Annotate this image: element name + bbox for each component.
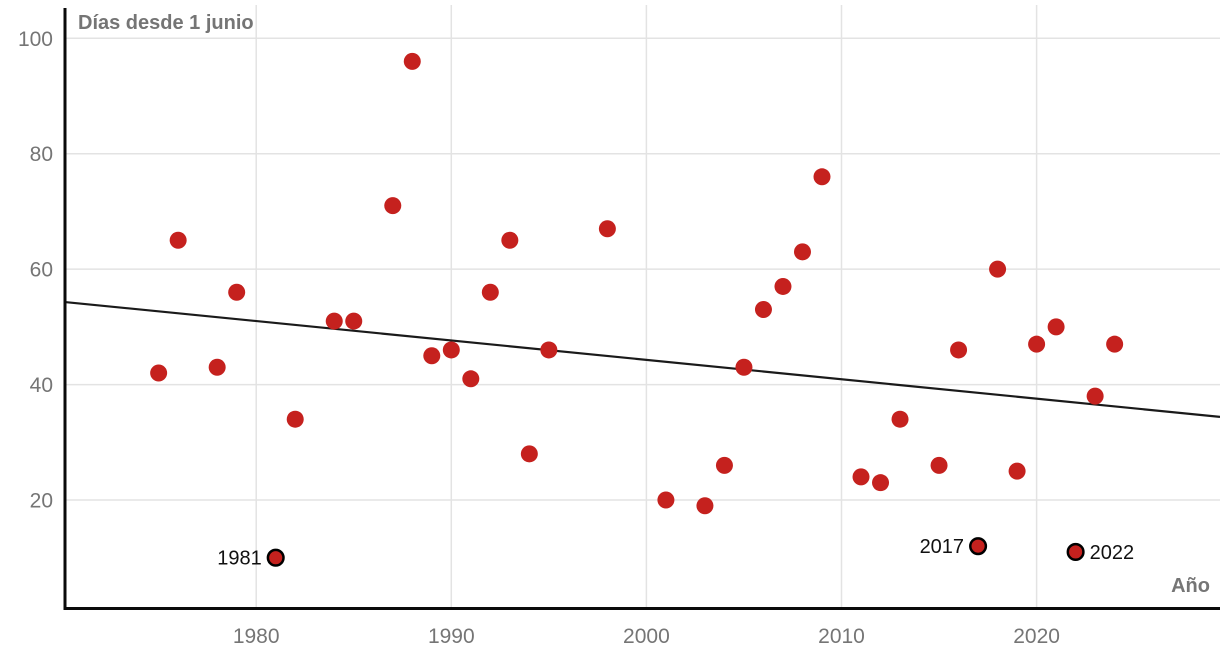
y-tick-label: 80 — [30, 143, 53, 166]
data-point — [598, 220, 616, 238]
data-point — [1008, 462, 1026, 480]
data-point — [891, 410, 909, 428]
data-point — [540, 341, 558, 359]
labeled-data-point — [969, 537, 988, 556]
data-point — [520, 445, 538, 463]
data-point — [950, 341, 968, 359]
data-point — [852, 468, 870, 486]
data-point — [345, 312, 363, 330]
x-tick-label: 2000 — [623, 625, 670, 648]
data-point — [150, 364, 168, 382]
data-point — [403, 52, 421, 70]
data-point — [423, 347, 441, 365]
axes — [63, 8, 1220, 610]
data-point — [1106, 335, 1124, 353]
y-tick-label: 60 — [30, 259, 53, 282]
x-tick-label: 2010 — [818, 625, 865, 648]
data-point — [208, 358, 226, 376]
data-points — [150, 52, 1124, 567]
data-point — [715, 456, 733, 474]
data-point — [696, 497, 714, 515]
annotations: 1981 2017 2022 — [217, 536, 1134, 570]
data-point — [1047, 318, 1065, 336]
point-year-label: 2022 — [1090, 542, 1135, 564]
point-year-label: 1981 — [217, 548, 262, 570]
data-point — [793, 243, 811, 261]
point-year-label: 2017 — [920, 536, 965, 558]
data-point — [384, 197, 402, 215]
data-point — [501, 231, 519, 249]
data-point — [735, 358, 753, 376]
data-point — [462, 370, 480, 388]
data-point — [286, 410, 304, 428]
data-point — [754, 301, 772, 319]
data-point — [481, 283, 499, 301]
x-tick-label: 1980 — [233, 625, 280, 648]
x-tick-label: 2020 — [1013, 625, 1060, 648]
data-point — [228, 283, 246, 301]
x-axis-title: Año — [1171, 575, 1210, 597]
gridlines — [65, 5, 1220, 609]
data-point — [1028, 335, 1046, 353]
data-point — [442, 341, 460, 359]
data-point — [169, 231, 187, 249]
y-tick-label: 40 — [30, 374, 53, 397]
y-axis-title: Días desde 1 junio — [78, 12, 254, 34]
data-point — [774, 277, 792, 295]
data-point — [657, 491, 675, 509]
data-point — [872, 474, 890, 492]
x-tick-label: 1990 — [428, 625, 475, 648]
data-point — [1086, 387, 1104, 405]
labeled-data-point — [1066, 542, 1085, 561]
trend-line — [64, 300, 1220, 418]
y-tick-label: 100 — [18, 28, 53, 51]
data-point — [325, 312, 343, 330]
data-point — [989, 260, 1007, 278]
tick-labels: 20 40 60 80 100 1980 1990 2000 2010 2020 — [18, 28, 1060, 648]
y-tick-label: 20 — [30, 489, 53, 512]
data-point — [930, 456, 948, 474]
data-point — [813, 168, 831, 186]
labeled-data-point — [266, 548, 285, 567]
